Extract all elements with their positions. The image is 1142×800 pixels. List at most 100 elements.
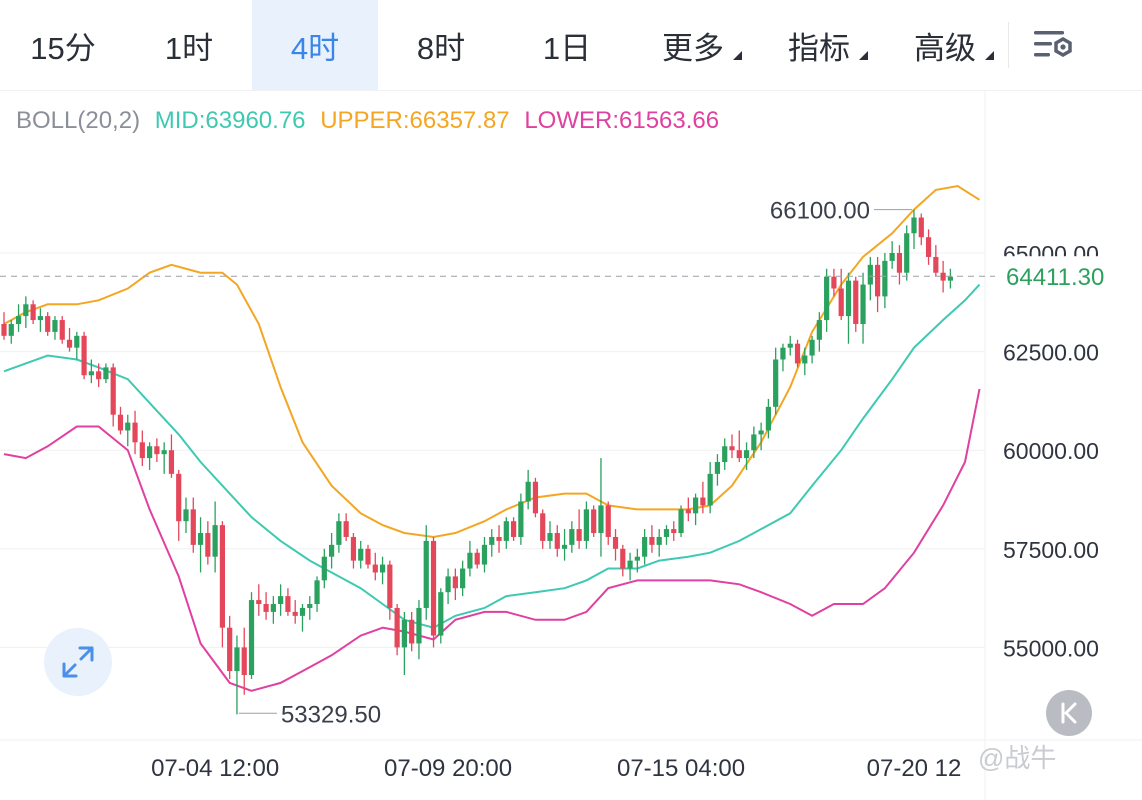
dropdown-corner-icon	[859, 51, 868, 60]
candle-body	[816, 320, 822, 340]
candle-body	[467, 552, 473, 569]
candle-body	[307, 604, 313, 608]
min-price-label: 53329.50	[281, 701, 381, 728]
candle-body	[96, 371, 102, 380]
candle-body	[678, 509, 684, 534]
tab-1h[interactable]: 1时	[126, 0, 252, 90]
candle-body	[758, 430, 764, 435]
candle-body	[256, 600, 262, 605]
candle-body	[292, 611, 298, 616]
candle-body	[918, 217, 924, 238]
candle-body	[132, 422, 138, 443]
candle-body	[693, 497, 699, 514]
candle-body	[547, 533, 553, 541]
candle-body	[430, 540, 437, 636]
candle-body	[23, 304, 29, 317]
candle-body	[125, 422, 131, 431]
candle-body	[773, 359, 779, 407]
candle-body	[671, 529, 677, 534]
tab-advanced[interactable]: 高级	[882, 0, 1008, 90]
tab-8h[interactable]: 8时	[378, 0, 504, 90]
candle-body	[139, 442, 145, 459]
candle-body	[176, 473, 182, 522]
candle-body	[45, 316, 51, 332]
candle-body	[867, 264, 873, 285]
candle-body	[933, 256, 939, 273]
tab-label: 15分	[30, 30, 96, 66]
candle-body	[372, 564, 378, 573]
candle-body	[314, 580, 320, 605]
candle-body	[117, 414, 124, 431]
y-tick-label: 57500.00	[1003, 537, 1099, 563]
candle-body	[554, 533, 560, 549]
candle-body	[787, 343, 793, 348]
candle-body	[409, 619, 415, 644]
candle-body	[52, 320, 58, 332]
candle-body	[780, 347, 786, 360]
tab-label: 4时	[290, 30, 340, 66]
candle-body	[460, 568, 466, 589]
candle-body	[474, 552, 480, 565]
candle-body	[569, 529, 575, 545]
candle-body	[845, 280, 852, 317]
candle-body	[219, 525, 225, 628]
legend-mid: MID:63960.76	[154, 107, 306, 134]
current-price-badge	[995, 256, 1135, 297]
candle-body	[30, 304, 36, 321]
chart-settings-icon	[1034, 31, 1072, 58]
candle-body	[329, 544, 335, 557]
tab-1d[interactable]: 1日	[504, 0, 630, 90]
candle-body	[576, 529, 582, 541]
candle-body	[663, 529, 670, 537]
candle-body	[707, 473, 713, 506]
candle-body	[627, 560, 633, 569]
candle-body	[59, 320, 65, 340]
boll-mid-line	[3, 283, 981, 629]
tab-label: 指标	[788, 30, 850, 66]
y-tick-label: 62500.00	[1003, 340, 1099, 366]
tab-indicators[interactable]: 指标	[756, 0, 882, 90]
candle-body	[714, 462, 721, 474]
candle-body	[540, 513, 546, 541]
candle-body	[583, 509, 589, 541]
boll-legend: BOLL(20,2) MID:63960.76 UPPER:66357.87 L…	[16, 107, 727, 135]
tab-divider	[1008, 22, 1009, 68]
candle-body	[751, 434, 757, 451]
tab-4h[interactable]: 4时	[252, 0, 378, 90]
candle-body	[809, 339, 815, 356]
expand-chart-button[interactable]	[44, 628, 112, 696]
kline-toggle-button[interactable]	[1046, 690, 1092, 736]
tab-15m[interactable]: 15分	[0, 0, 126, 90]
candle-body	[700, 497, 706, 506]
timeframe-tabs: 15分 1时 4时 8时 1日 更多 指标 高级	[0, 0, 1142, 91]
y-tick-label: 55000.00	[1003, 635, 1099, 661]
candle-body	[379, 564, 386, 573]
candle-body	[620, 548, 626, 569]
candle-body	[423, 540, 429, 608]
candle-body	[358, 548, 364, 561]
max-price-label: 66100.00	[770, 198, 870, 225]
candle-body	[911, 217, 917, 234]
candle-body	[37, 316, 43, 321]
candle-body	[598, 505, 604, 534]
candle-body	[489, 536, 495, 545]
candle-body	[561, 544, 568, 549]
tab-label: 高级	[914, 30, 976, 66]
legend-name: BOLL(20,2)	[16, 107, 141, 134]
candle-body	[802, 355, 808, 364]
candlestick-chart[interactable]: 65000.0062500.0060000.0057500.0055000.00…	[0, 90, 1142, 800]
tab-more[interactable]: 更多	[630, 0, 756, 90]
candle-body	[904, 233, 910, 273]
candle-body	[685, 509, 691, 514]
candle-body	[197, 533, 204, 545]
candle-body	[860, 284, 866, 324]
candle-body	[481, 544, 488, 565]
chart-settings-button[interactable]	[1009, 0, 1099, 90]
tab-label: 8时	[416, 30, 466, 66]
candle-body	[882, 260, 888, 297]
k-icon	[1061, 702, 1077, 724]
candle-body	[518, 501, 524, 537]
candle-body	[525, 481, 531, 502]
tab-label: 1日	[542, 30, 592, 66]
candle-body	[321, 556, 327, 581]
